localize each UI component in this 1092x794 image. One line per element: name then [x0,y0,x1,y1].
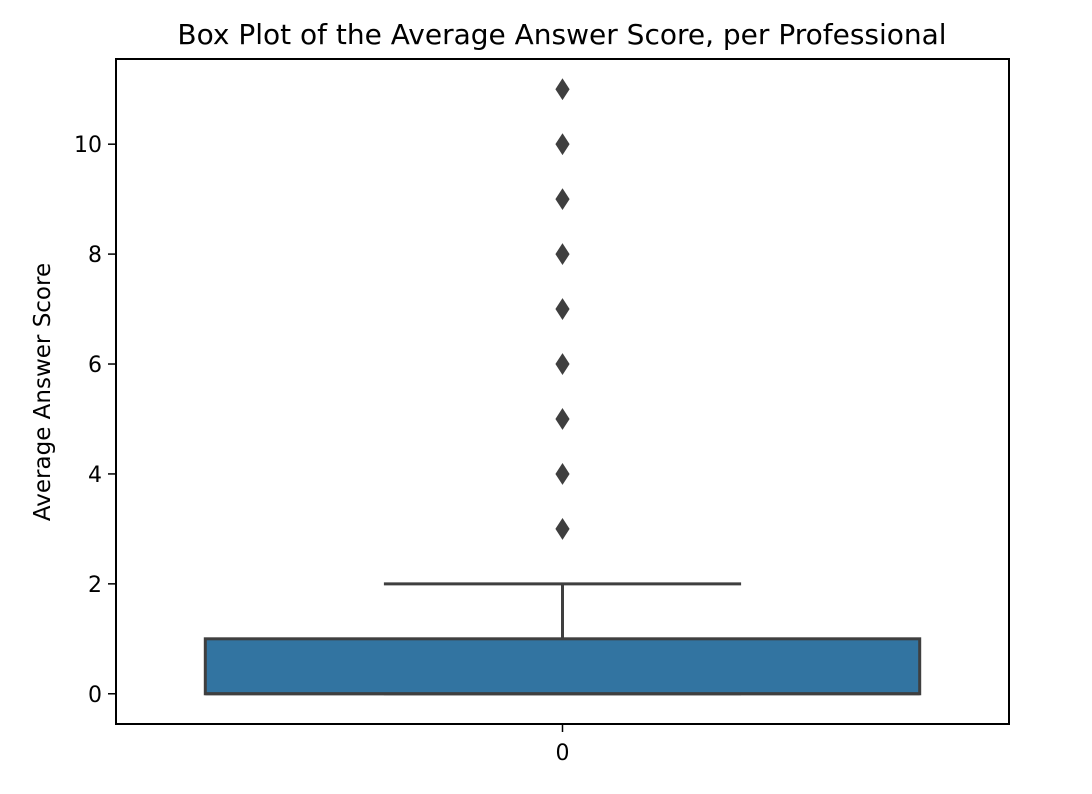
y-tick-label: 10 [74,133,102,158]
y-axis-label: Average Answer Score [30,263,56,521]
chart-title: Box Plot of the Average Answer Score, pe… [177,18,946,51]
outlier-point [555,408,570,430]
y-tick-label: 0 [88,683,102,708]
outlier-point [555,298,570,320]
y-tick-label: 8 [88,243,102,268]
y-tick-label: 6 [88,353,102,378]
plot-area [203,78,922,696]
outlier-point [555,133,570,156]
box-iqr [203,637,922,696]
y-tick-label: 4 [88,463,102,488]
x-tick-label: 0 [556,741,570,766]
outlier-point [555,78,570,101]
outlier-point [555,353,570,375]
outlier-point [555,188,570,211]
outlier-point [555,517,570,540]
y-tick-label: 2 [88,573,102,598]
outlier-point [555,463,570,485]
outlier-point [555,243,570,266]
